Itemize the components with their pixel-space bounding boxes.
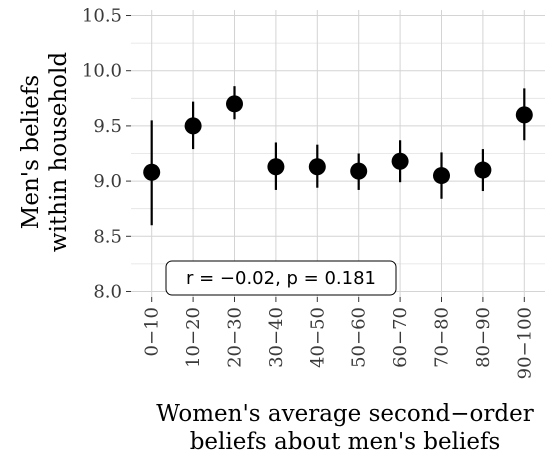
annotation-box xyxy=(165,260,397,296)
correlation-annotation: r = −0.02, p = 0.181 xyxy=(165,260,397,296)
data-point xyxy=(226,95,243,113)
y-tick-label: 9.0 xyxy=(93,171,122,192)
y-axis-title-line-2: within household xyxy=(46,52,72,252)
x-tick-label: 70−80 xyxy=(432,307,453,368)
data-point xyxy=(184,117,202,135)
x-tick-label: 50−60 xyxy=(349,307,370,368)
data-point xyxy=(433,167,450,185)
x-tick-label: 0−10 xyxy=(142,307,163,356)
x-axis-title: Women's average second−order beliefs abo… xyxy=(156,401,533,455)
data-point xyxy=(474,161,492,179)
y-tick-label: 10.0 xyxy=(82,61,122,82)
y-tick-label: 10.5 xyxy=(82,6,122,27)
y-tick-label: 8.5 xyxy=(93,226,122,247)
x-axis-title-line-1: Women's average second−order xyxy=(156,401,533,427)
y-axis-title-line-1: Men's beliefs xyxy=(18,75,44,229)
y-axis: 8.0 8.5 9.0 9.5 10.0 10.5 xyxy=(82,6,131,302)
data-point xyxy=(391,152,409,170)
data-point xyxy=(515,106,533,124)
annotation-label: r = −0.02, p = 0.181 xyxy=(186,268,376,289)
x-tick-label: 40−50 xyxy=(307,307,328,368)
y-axis-title: Men's beliefs within household xyxy=(18,52,72,252)
x-tick-label: 90−100 xyxy=(514,307,535,379)
data-points xyxy=(143,95,533,185)
data-point xyxy=(350,162,368,180)
data-point xyxy=(308,158,326,176)
x-tick-label: 30−40 xyxy=(266,307,287,368)
y-tick-label: 9.5 xyxy=(93,116,122,137)
x-tick-label: 60−70 xyxy=(390,307,411,368)
x-tick-label: 20−30 xyxy=(225,307,246,368)
x-tick-label: 80−90 xyxy=(473,307,494,368)
x-axis-title-line-2: beliefs about men's beliefs xyxy=(190,429,501,455)
y-tick-label: 8.0 xyxy=(93,281,122,302)
x-axis: 0−10 10−20 20−30 30−40 40−50 50−60 60−70 70−80 8… xyxy=(142,297,535,379)
x-tick-label: 10−20 xyxy=(183,307,204,368)
data-point xyxy=(143,163,161,181)
data-point xyxy=(267,158,285,176)
